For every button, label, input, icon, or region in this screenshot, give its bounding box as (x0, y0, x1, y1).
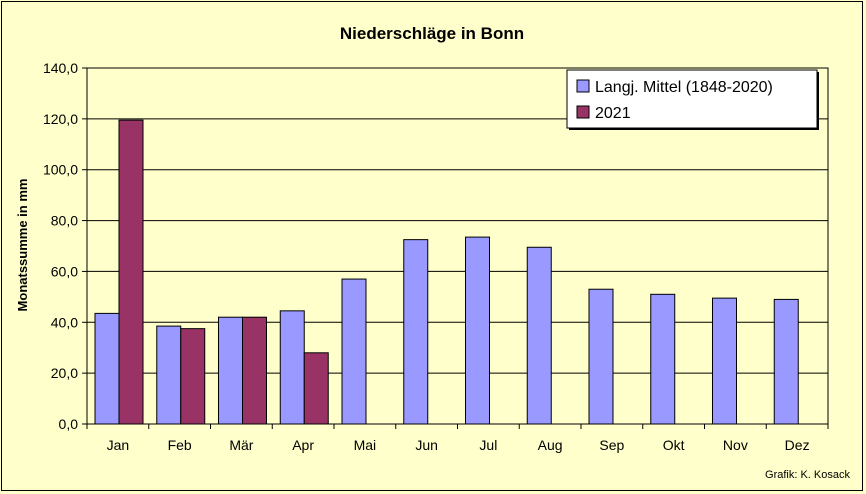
plot-border (86, 67, 829, 425)
bar-2021-2 (242, 316, 267, 425)
bar-mittel-4 (341, 278, 367, 425)
x-tick-label: Aug (538, 437, 563, 453)
y-tick-label: 20,0 (51, 365, 78, 381)
y-tick-label: 60,0 (51, 263, 78, 279)
x-tick-label: Okt (663, 437, 685, 453)
y-tick-label: 140,0 (43, 60, 78, 76)
x-tick-label: Jan (107, 437, 130, 453)
credit-text: Grafik: K. Kosack (765, 469, 850, 481)
x-tick-label: Nov (723, 437, 748, 453)
bar-mittel-6 (465, 236, 490, 425)
y-tick-label: 80,0 (51, 213, 78, 229)
x-tick-label: Mai (354, 437, 377, 453)
bar-mittel-2 (218, 316, 243, 425)
bar-mittel-5 (403, 239, 429, 425)
x-tick-label: Jun (415, 437, 438, 453)
x-tick-label: Mär (229, 437, 253, 453)
y-tick-label: 120,0 (43, 111, 78, 127)
bar-mittel-11 (773, 298, 799, 425)
y-tick-label: 40,0 (51, 314, 78, 330)
x-tick-label: Jul (479, 437, 497, 453)
x-tick-label: Dez (785, 437, 810, 453)
legend-label-2021: 2021 (595, 105, 631, 122)
x-tick-label: Sep (599, 437, 624, 453)
x-tick-label: Apr (292, 437, 314, 453)
legend-box (566, 69, 818, 129)
y-tick-label: 0,0 (59, 416, 79, 432)
legend-label-mittel: Langj. Mittel (1848-2020) (595, 79, 773, 96)
bar-mittel-3 (279, 310, 305, 425)
bar-2021-0 (118, 119, 144, 425)
bar-mittel-1 (156, 325, 182, 425)
bar-mittel-8 (588, 288, 614, 425)
legend: Langj. Mittel (1848-2020) 2021 (566, 69, 819, 130)
bar-mittel-10 (712, 297, 737, 425)
x-tick-label: Feb (168, 437, 192, 453)
bar-2021-1 (180, 328, 206, 425)
legend-swatch-2021 (576, 105, 590, 119)
y-tick-label: 100,0 (43, 162, 78, 178)
bar-mittel-9 (650, 293, 676, 425)
y-axis-label: Monatssumme in mm (15, 179, 30, 312)
chart-title: Niederschläge in Bonn (340, 24, 524, 43)
bar-2021-3 (303, 352, 329, 425)
bar-mittel-0 (94, 312, 120, 425)
bar-mittel-7 (526, 246, 552, 425)
legend-swatch-mittel (576, 79, 590, 93)
